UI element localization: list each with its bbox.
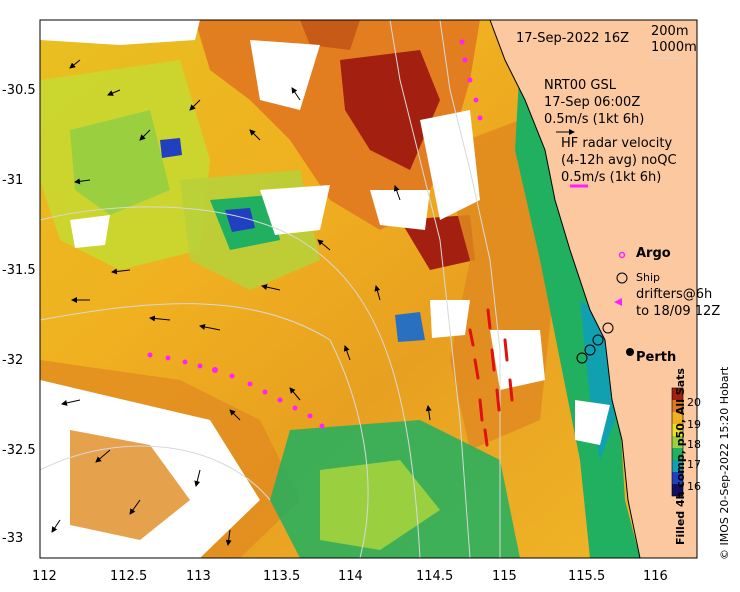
land [489,19,697,559]
gsl-vectors [51,59,432,546]
credit-label: © IMOS 20-Sep-2022 15:20 Hobart [718,366,731,560]
axes-box [39,19,698,559]
y-tick-label: -33 [2,531,24,546]
x-tick-label: 113 [186,569,211,584]
ship-markers [576,322,614,364]
y-tick-label: -30.5 [2,83,36,98]
date-time-label: 17-Sep-2022 16Z [516,31,630,46]
x-tick-label: 115.5 [568,569,606,584]
drifters-legend-line2: to 18/09 12Z [636,304,721,319]
colorbar-title: Filled 4h comp, p50, All Sats [674,368,687,545]
colorbar-tick: 18 [687,438,701,451]
hf-legend-scale: 0.5m/s (1kt 6h) [561,170,662,185]
gsl-legend-title: NRT00 GSL [544,78,616,93]
legend-symbols [556,57,680,306]
gsl-legend-time: 17-Sep 06:00Z [544,95,641,110]
colorbar-tick: 20 [687,396,701,409]
drifters-legend-line1: drifters@6h [636,287,713,302]
x-tick-label: 112 [32,569,57,584]
isobaths [39,19,501,559]
x-tick-label: 114.5 [416,569,454,584]
x-tick-label: 112.5 [110,569,148,584]
y-tick-label: -32.5 [2,443,36,458]
hf-radar-vectors [468,308,514,447]
isobath-1000m-label: 1000m [651,40,697,55]
colorbar-tick: 16 [687,480,701,493]
colorbar-tick: 17 [687,458,701,471]
gsl-legend-scale: 0.5m/s (1kt 6h) [544,112,645,127]
colorbar [671,387,684,497]
argo-legend-label: Argo [636,246,671,261]
x-tick-label: 115 [492,569,517,584]
perth-marker [626,348,634,356]
hf-legend-title: HF radar velocity [561,136,673,151]
y-tick-label: -32 [2,353,24,368]
y-tick-label: -31.5 [2,263,36,278]
y-tick-label: -31 [2,173,24,188]
city-label-perth: Perth [636,350,677,365]
x-tick-label: 116 [643,569,668,584]
drifter-tracks [147,39,483,429]
isobath-200m-label: 200m [651,24,689,39]
ship-legend-label: Ship [636,271,660,284]
x-tick-label: 114 [338,569,363,584]
colorbar-tick: 19 [687,418,701,431]
hf-legend-averaging: (4-12h avg) noQC [561,153,677,168]
x-tick-label: 113.5 [263,569,301,584]
